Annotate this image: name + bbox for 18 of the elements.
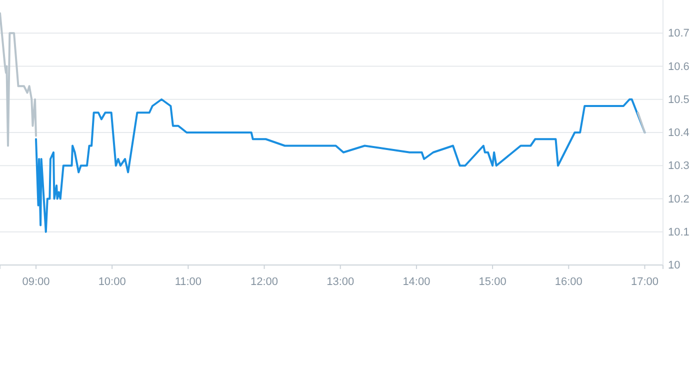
x-tick-label: 16:00 <box>554 276 582 288</box>
x-tick-label: 17:00 <box>630 276 659 288</box>
y-tick-label: 10.2 <box>668 193 690 206</box>
y-tick-label: 10.6 <box>668 60 690 73</box>
y-tick-label: 10.5 <box>668 94 690 106</box>
x-tick-label: 10:00 <box>98 276 126 288</box>
y-tick-label: 10.4 <box>668 127 690 140</box>
x-tick-label: 15:00 <box>478 276 506 288</box>
y-tick-label: 10.7 <box>668 28 690 40</box>
x-tick-label: 12:00 <box>250 276 278 288</box>
x-tick-label: 14:00 <box>402 276 430 288</box>
x-tick-label: 13:00 <box>326 276 354 288</box>
line-series <box>0 12 37 147</box>
y-tick-label: 10.3 <box>668 160 690 172</box>
y-tick-label: 10 <box>668 260 680 272</box>
x-tick-label: 11:00 <box>174 276 202 288</box>
x-tick-label: 09:00 <box>22 276 50 288</box>
y-tick-label: 10.1 <box>668 226 690 238</box>
